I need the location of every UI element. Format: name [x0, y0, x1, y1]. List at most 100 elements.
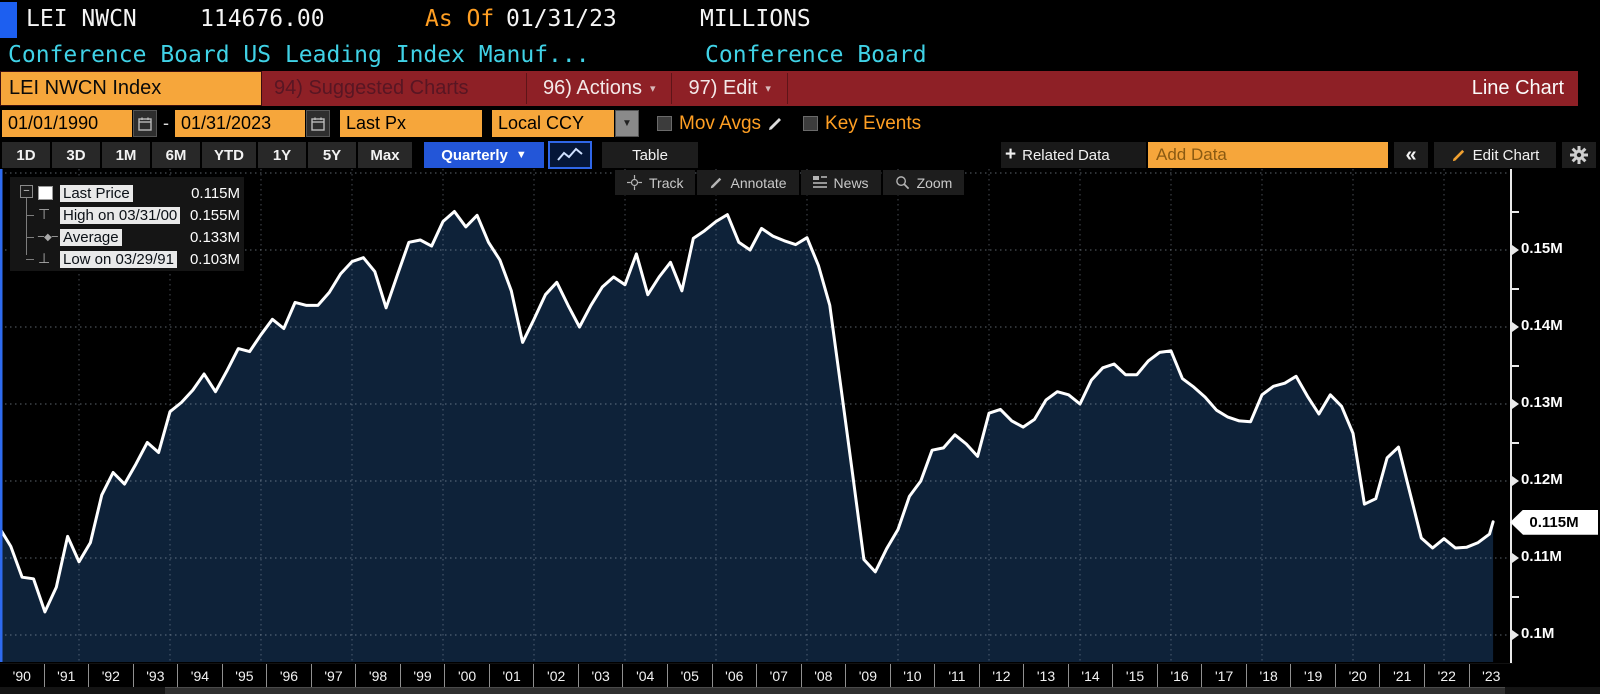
ribbon-divider	[786, 73, 788, 104]
mov-avgs-label[interactable]: Mov Avgs	[679, 112, 762, 134]
chevron-down-icon: ▾	[649, 83, 656, 95]
y-tick-icon	[1512, 245, 1519, 255]
x-tick-label: '12	[980, 664, 1025, 687]
security-tab[interactable]: LEI NWCN Index	[0, 71, 262, 106]
currency-dropdown-icon[interactable]: ▼	[615, 110, 639, 137]
horizontal-scrollbar	[0, 687, 1600, 694]
x-tick-label: '20	[1336, 664, 1381, 687]
range-tab-1m[interactable]: 1M	[102, 142, 150, 168]
range-tab-6m[interactable]: 6M	[152, 142, 200, 168]
edit-label: 97) Edit	[688, 77, 758, 99]
x-tick-label: '02	[534, 664, 579, 687]
legend-value: 0.115M	[191, 185, 240, 202]
y-minor-tick	[1512, 364, 1519, 367]
panel-indicator	[0, 2, 17, 38]
low-marker-icon: ⊥	[38, 251, 51, 267]
currency-selector[interactable]: Local CCY	[492, 110, 614, 137]
price-field-selector[interactable]: Last Px	[340, 110, 482, 137]
y-tick-label: 0.13M	[1521, 394, 1563, 411]
mov-avgs-checkbox[interactable]	[657, 116, 672, 131]
legend-value: 0.133M	[189, 229, 240, 246]
last-price-tag: 0.115M	[1510, 509, 1598, 535]
magnifier-icon	[895, 176, 909, 190]
date-from-field[interactable]: 01/01/1990	[2, 110, 132, 137]
collapse-panel-button[interactable]: «	[1394, 142, 1428, 168]
units-label: MILLIONS	[700, 6, 811, 32]
x-tick-label: '94	[178, 664, 223, 687]
legend-row: Last Price	[38, 183, 133, 203]
legend-tree-stub	[26, 215, 34, 216]
pencil-icon	[711, 177, 722, 188]
x-tick-label: '93	[134, 664, 179, 687]
range-tab-3d[interactable]: 3D	[52, 142, 100, 168]
track-button[interactable]: Track	[615, 170, 696, 195]
x-tick-label: '11	[935, 664, 980, 687]
edit-menu-button[interactable]: 97) Edit ▾	[672, 71, 786, 106]
x-tick-label: '95	[223, 664, 268, 687]
edit-chart-label: Edit Chart	[1472, 146, 1540, 164]
command-ribbon: LEI NWCN Index 94) Suggested Charts 96) …	[0, 71, 1578, 106]
legend-tree-connector	[26, 193, 27, 255]
scrollbar-thumb[interactable]	[165, 687, 1505, 694]
x-tick-label: '10	[891, 664, 936, 687]
pencil-icon[interactable]	[767, 116, 783, 132]
legend-expander[interactable]: −	[20, 185, 33, 198]
chevron-down-icon: ▼	[515, 149, 527, 161]
x-tick-label: '03	[579, 664, 624, 687]
range-tab-1y[interactable]: 1Y	[258, 142, 306, 168]
chart-legend: − Last Price ⊤ High on 03/31/00 ─◆─ Average ⊥…	[10, 177, 244, 271]
y-tick-icon	[1512, 630, 1519, 640]
date-to-field[interactable]: 01/31/2023	[175, 110, 305, 137]
x-tick-label: '99	[401, 664, 446, 687]
legend-row: ⊥ Low on 03/29/91	[38, 249, 177, 269]
x-tick-label: '13	[1024, 664, 1069, 687]
y-tick-label: 0.11M	[1521, 548, 1562, 565]
as-of-label: As Of	[425, 6, 495, 32]
range-tab-5y[interactable]: 5Y	[308, 142, 356, 168]
table-button[interactable]: Table	[602, 142, 698, 168]
plus-icon: +	[1005, 144, 1017, 165]
key-events-label[interactable]: Key Events	[825, 112, 922, 134]
add-data-input[interactable]	[1148, 142, 1388, 168]
edit-chart-button[interactable]: Edit Chart	[1434, 142, 1556, 168]
legend-row: ─◆─ Average	[38, 227, 122, 247]
y-tick-label: 0.15M	[1521, 240, 1563, 257]
range-tab-ytd[interactable]: YTD	[202, 142, 256, 168]
x-tick-label: '19	[1291, 664, 1336, 687]
legend-row: ⊤ High on 03/31/00	[38, 205, 181, 225]
y-tick-label: 0.14M	[1521, 317, 1563, 334]
frequency-selector[interactable]: Quarterly ▼	[424, 142, 544, 168]
news-label: News	[833, 174, 869, 191]
legend-label: High on 03/31/00	[60, 206, 181, 224]
range-tab-max[interactable]: Max	[358, 142, 412, 168]
x-tick-label: '00	[445, 664, 490, 687]
calendar-icon[interactable]	[306, 110, 330, 137]
y-tick-icon	[1512, 399, 1519, 409]
x-tick-label: '97	[312, 664, 357, 687]
related-data-button[interactable]: + Related Data	[1001, 142, 1146, 168]
chart-mode-label: Line Chart	[1471, 77, 1564, 99]
actions-menu-button[interactable]: 96) Actions ▾	[527, 71, 671, 106]
news-button[interactable]: News	[800, 170, 881, 195]
ticker: LEI NWCN	[26, 6, 137, 32]
suggested-charts-button[interactable]: 94) Suggested Charts	[274, 77, 469, 99]
security-description: Conference Board US Leading Index Manuf.…	[8, 42, 590, 68]
legend-tree-stub	[26, 237, 34, 238]
chart-type-button[interactable]	[548, 141, 592, 169]
high-marker-icon: ⊤	[38, 207, 51, 223]
plot-left-border	[0, 169, 3, 662]
x-tick-label: '04	[623, 664, 668, 687]
key-events-checkbox[interactable]	[803, 116, 819, 131]
x-tick-label: '91	[45, 664, 90, 687]
calendar-icon[interactable]	[133, 110, 157, 137]
zoom-button[interactable]: Zoom	[882, 170, 965, 195]
x-tick-label: '01	[490, 664, 535, 687]
annotate-button[interactable]: Annotate	[697, 170, 799, 195]
range-tab-1d[interactable]: 1D	[2, 142, 50, 168]
x-tick-label: '05	[668, 664, 713, 687]
ribbon-divider	[526, 73, 527, 104]
x-tick-label: '98	[356, 664, 401, 687]
gear-icon[interactable]	[1562, 142, 1596, 168]
x-tick-label: '17	[1202, 664, 1247, 687]
